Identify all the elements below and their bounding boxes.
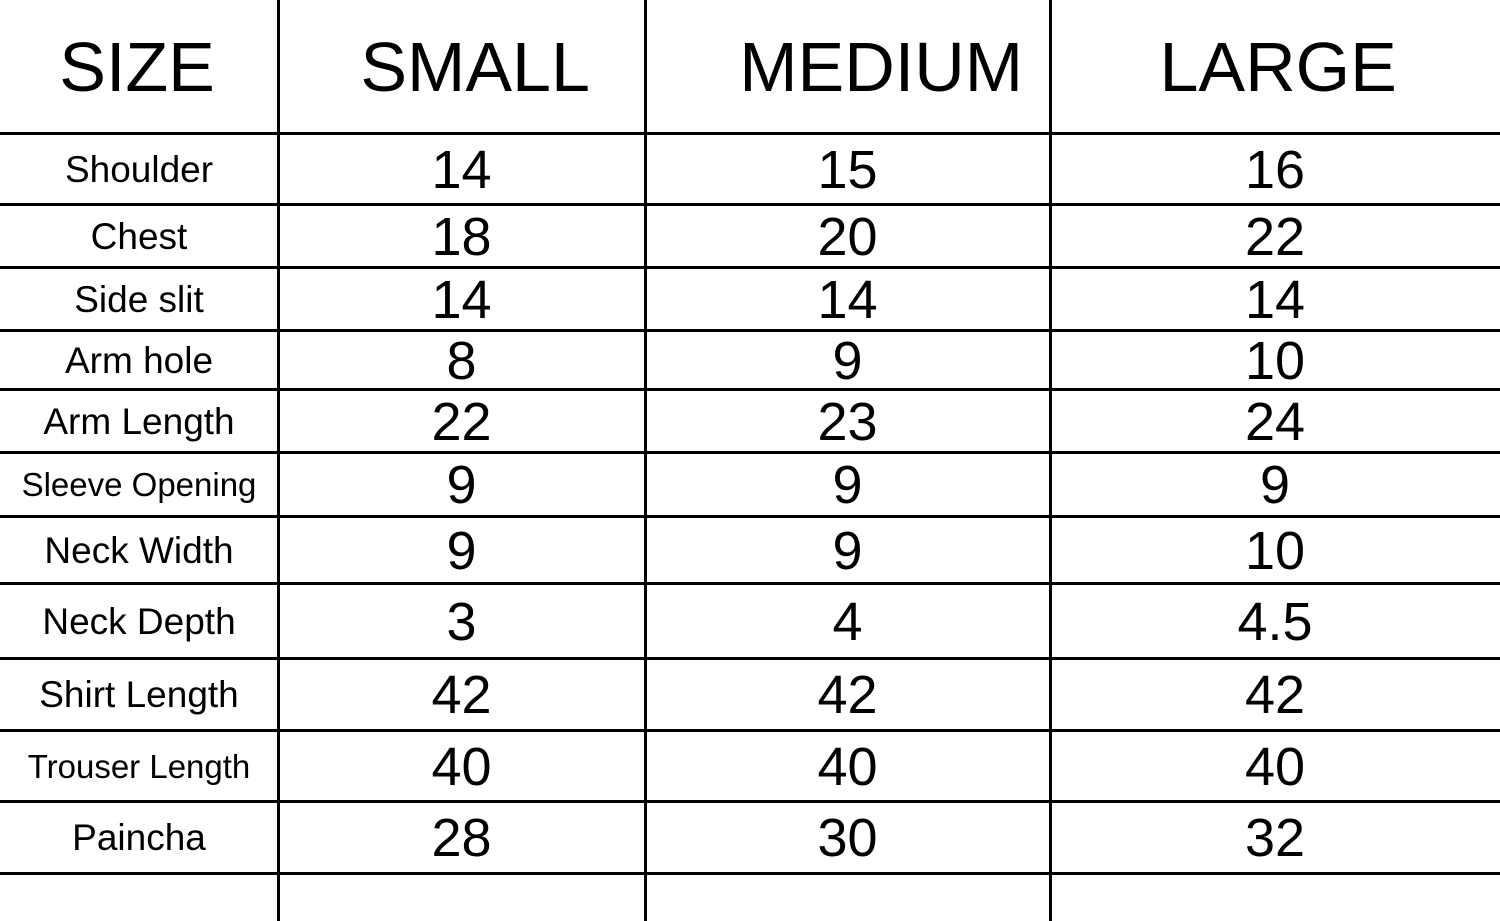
- row-divider: [0, 203, 1500, 206]
- size-value-small: 14: [431, 139, 492, 200]
- row-label: Sleeve Opening: [21, 466, 257, 503]
- header-large: LARGE: [1159, 27, 1397, 106]
- row-divider: [0, 388, 1500, 391]
- size-value-medium: 4: [832, 591, 863, 652]
- row-divider: [0, 132, 1500, 135]
- size-value-small: 9: [446, 520, 477, 581]
- size-value-small: 18: [431, 206, 492, 267]
- size-value-small: 3: [446, 591, 477, 652]
- size-value-medium: 14: [817, 269, 878, 330]
- row-label: Paincha: [72, 817, 206, 858]
- table-row: Neck Width 9 9 10: [0, 518, 1500, 583]
- header-medium: MEDIUM: [739, 27, 1024, 106]
- row-label: Shirt Length: [39, 674, 239, 715]
- size-value-large: 9: [1259, 455, 1291, 515]
- size-value-medium: 20: [817, 206, 878, 267]
- row-label: Arm hole: [64, 339, 214, 381]
- size-value-large: 16: [1244, 139, 1306, 200]
- size-value-medium: 9: [832, 520, 863, 581]
- size-value-large: 4.5: [1237, 591, 1313, 652]
- row-divider: [0, 329, 1500, 332]
- size-value-large: 22: [1244, 206, 1306, 267]
- size-value-small: 9: [446, 455, 477, 515]
- size-value-medium: 42: [817, 665, 878, 725]
- row-label: Neck Depth: [42, 600, 236, 642]
- size-value-large: 10: [1244, 520, 1306, 581]
- header-small: SMALL: [360, 27, 590, 106]
- size-value-small: 42: [431, 665, 492, 725]
- row-label: Neck Width: [44, 529, 234, 571]
- size-value-small: 8: [446, 330, 477, 391]
- row-divider: [0, 515, 1500, 518]
- column-divider: [1049, 0, 1052, 921]
- size-value-medium: 9: [832, 330, 863, 391]
- table-row: Sleeve Opening 9 9 9: [0, 454, 1500, 516]
- row-divider: [0, 657, 1500, 660]
- row-divider: [0, 800, 1500, 803]
- row-divider: [0, 582, 1500, 585]
- size-value-small: 28: [431, 808, 492, 868]
- size-value-medium: 30: [817, 808, 878, 868]
- table-row: Paincha 28 30 32: [0, 803, 1500, 873]
- header-row: SIZE SMALL MEDIUM LARGE: [0, 0, 1500, 133]
- header-size: SIZE: [59, 27, 215, 106]
- size-value-medium: 40: [817, 736, 878, 797]
- size-value-small: 14: [431, 269, 492, 330]
- size-value-small: 40: [431, 736, 492, 797]
- row-label: Arm Length: [43, 400, 235, 442]
- table-row: Shirt Length 42 42 42: [0, 660, 1500, 730]
- table-row: Neck Depth 3 4 4.5: [0, 585, 1500, 658]
- size-value-medium: 9: [832, 455, 863, 515]
- column-divider: [644, 0, 647, 921]
- row-divider: [0, 266, 1500, 269]
- row-label: Side slit: [74, 278, 204, 320]
- table-row: Trouser Length 40 40 40: [0, 732, 1500, 801]
- size-value-large: 40: [1244, 736, 1306, 797]
- table-row: Arm hole 8 9 10: [0, 330, 1500, 391]
- row-label: Trouser Length: [27, 747, 251, 785]
- size-value-large: 32: [1244, 808, 1306, 868]
- row-divider: [0, 872, 1500, 875]
- size-value-medium: 23: [817, 391, 878, 452]
- size-value-large: 42: [1244, 665, 1306, 725]
- size-value-small: 22: [431, 391, 492, 452]
- column-divider: [277, 0, 280, 921]
- size-value-large: 24: [1244, 391, 1306, 452]
- size-value-large: 10: [1244, 330, 1306, 391]
- row-label: Chest: [90, 215, 188, 257]
- table-row: Chest 18 20 22: [0, 206, 1500, 267]
- row-divider: [0, 729, 1500, 732]
- table-row: Side slit 14 14 14: [0, 269, 1500, 330]
- row-label: Shoulder: [64, 148, 214, 190]
- size-value-medium: 15: [817, 139, 878, 200]
- table-row: Arm Length 22 23 24: [0, 391, 1500, 452]
- size-value-large: 14: [1244, 269, 1306, 330]
- table-row: Shoulder 14 15 16: [0, 135, 1500, 204]
- row-divider: [0, 451, 1500, 454]
